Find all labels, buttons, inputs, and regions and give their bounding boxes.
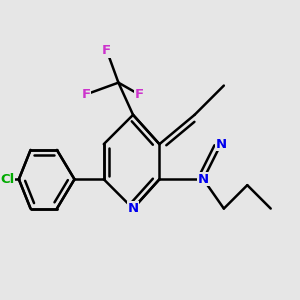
Text: N: N xyxy=(215,138,226,151)
Text: N: N xyxy=(198,173,209,186)
Text: Cl: Cl xyxy=(0,173,14,186)
Text: F: F xyxy=(102,44,111,57)
Text: F: F xyxy=(134,88,143,101)
Text: F: F xyxy=(82,88,91,101)
Text: N: N xyxy=(128,202,139,215)
